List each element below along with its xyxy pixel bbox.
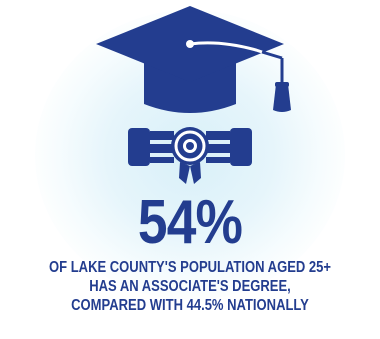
graduation-cap-icon [96,6,291,113]
stat-caption: OF LAKE COUNTY'S POPULATION AGED 25+ HAS… [30,258,349,315]
caption-line: COMPARED WITH 44.5% NATIONALLY [71,297,309,314]
percentage-stat: 54% [137,188,243,257]
diploma-scroll-icon [128,127,252,184]
caption-line: OF LAKE COUNTY'S POPULATION AGED 25+ [49,259,331,276]
caption-line: HAS AN ASSOCIATE'S DEGREE, [89,278,291,295]
